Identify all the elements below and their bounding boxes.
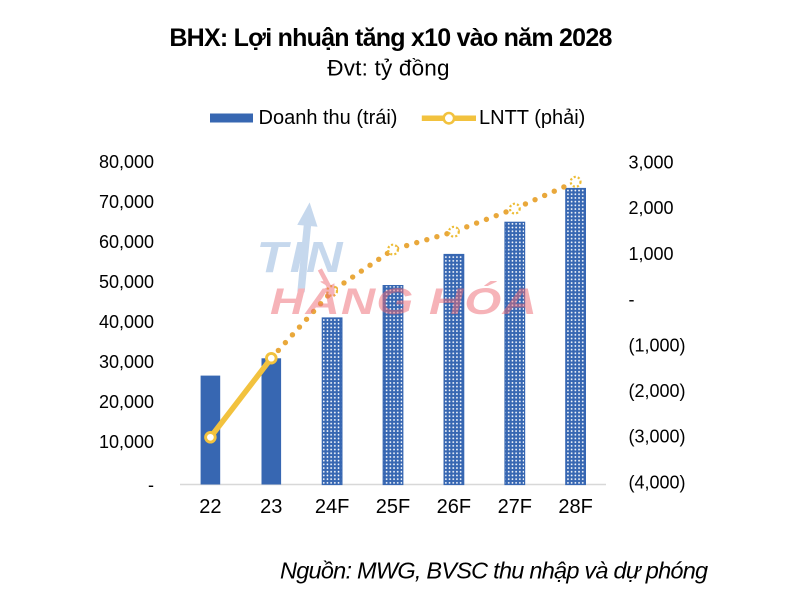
svg-text:Đvt: tỷ đồng: Đvt: tỷ đồng	[327, 56, 449, 81]
svg-text:10,000: 10,000	[99, 432, 154, 452]
svg-text:Doanh thu (trái): Doanh thu (trái)	[259, 107, 398, 129]
svg-text:23: 23	[260, 496, 282, 518]
svg-text:40,000: 40,000	[99, 312, 154, 332]
svg-text:20,000: 20,000	[99, 392, 154, 412]
svg-text:70,000: 70,000	[99, 192, 154, 212]
svg-text:26F: 26F	[437, 496, 471, 518]
svg-text:2,000: 2,000	[629, 198, 674, 218]
svg-text:50,000: 50,000	[99, 272, 154, 292]
svg-text:(2,000): (2,000)	[629, 381, 686, 401]
svg-text:25F: 25F	[376, 496, 410, 518]
svg-text:(4,000): (4,000)	[629, 473, 686, 493]
svg-text:80,000: 80,000	[99, 152, 154, 172]
svg-text:HÀNG HÓA: HÀNG HÓA	[270, 281, 538, 323]
svg-text:(1,000): (1,000)	[629, 335, 686, 355]
svg-text:-: -	[148, 475, 154, 495]
svg-text:27F: 27F	[498, 496, 532, 518]
svg-text:Nguồn: MWG, BVSC thu nhập và d: Nguồn: MWG, BVSC thu nhập và dự phóng	[280, 558, 708, 584]
svg-text:30,000: 30,000	[99, 352, 154, 372]
svg-text:LNTT (phải): LNTT (phải)	[479, 107, 585, 129]
svg-text:28F: 28F	[558, 496, 592, 518]
svg-text:60,000: 60,000	[99, 232, 154, 252]
svg-text:(3,000): (3,000)	[629, 427, 686, 447]
svg-text:BHX: Lợi nhuận tăng x10 vào nă: BHX: Lợi nhuận tăng x10 vào năm 2028	[169, 24, 612, 52]
svg-text:24F: 24F	[315, 496, 349, 518]
svg-text:-: -	[629, 290, 635, 310]
svg-text:22: 22	[199, 496, 221, 518]
svg-text:3,000: 3,000	[629, 153, 674, 173]
svg-text:1,000: 1,000	[629, 244, 674, 264]
